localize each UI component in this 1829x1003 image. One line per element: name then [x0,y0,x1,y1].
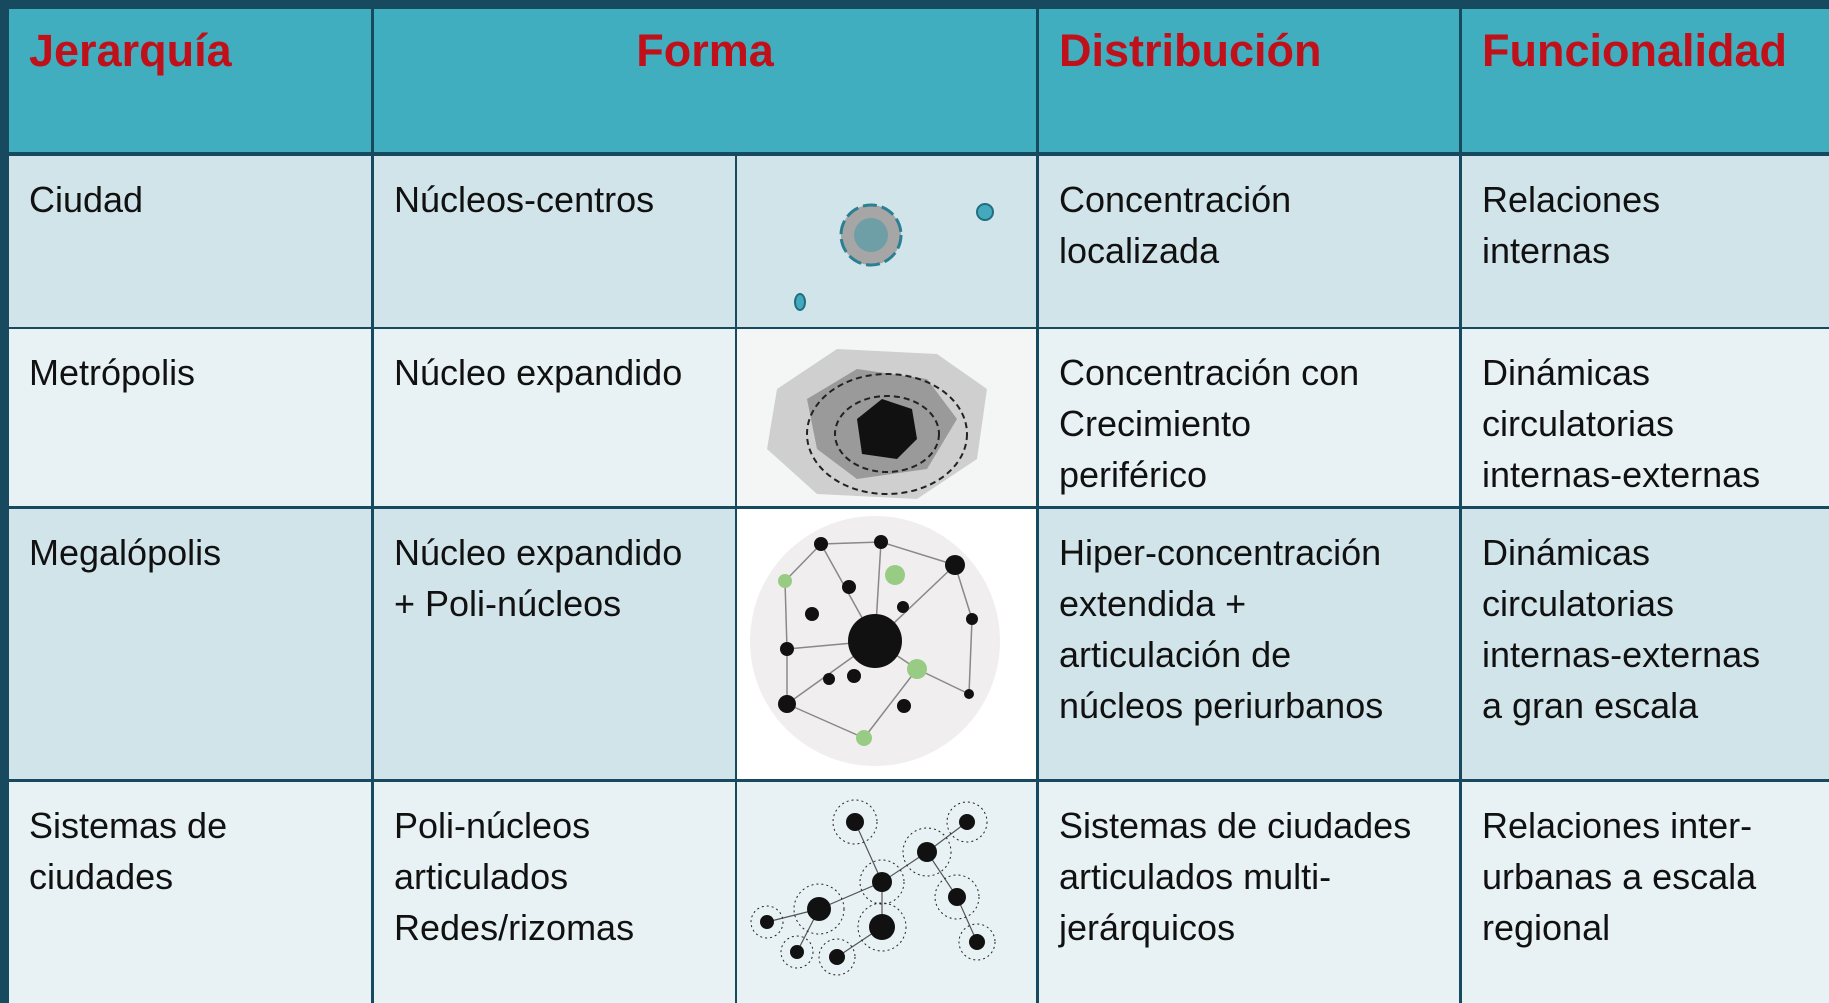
table-cell: Relaciones internas [1462,156,1829,327]
image-cell [737,782,1036,1003]
table-cell: Sistemas de ciudades [9,782,371,1003]
table-cell: Hiper-concentración extendida + articula… [1039,509,1459,779]
metropolis-diagram [737,329,1036,506]
sistemas-diagram [750,799,996,976]
header-cell: Funcionalidad [1462,9,1829,152]
header-cell: Jerarquía [9,9,371,152]
table-cell: Dinámicas circulatorias internas-externa… [1462,329,1829,506]
header-cell: Distribución [1039,9,1459,152]
table-cell: Relaciones inter- urbanas a escala regio… [1462,782,1829,1003]
table-cell: Núcleo expandido + Poli-núcleos [374,509,735,779]
header-cell: Forma [374,9,1036,152]
table-cell: Núcleos-centros [374,156,735,327]
ciudad-diagram [794,203,994,311]
table-cell: Dinámicas circulatorias internas-externa… [1462,509,1829,779]
table-cell: Megalópolis [9,509,371,779]
table-cell: Núcleo expandido [374,329,735,506]
table-cell: Metrópolis [9,329,371,506]
table-cell: Ciudad [9,156,371,327]
table-cell: Poli-núcleos articulados Redes/rizomas [374,782,735,1003]
megalopolis-diagram [737,509,1036,779]
table-cell: Concentración con Crecimiento periférico [1039,329,1459,506]
table-cell: Concentración localizada [1039,156,1459,327]
table-cell: Sistemas de ciudades articulados multi- … [1039,782,1459,1003]
